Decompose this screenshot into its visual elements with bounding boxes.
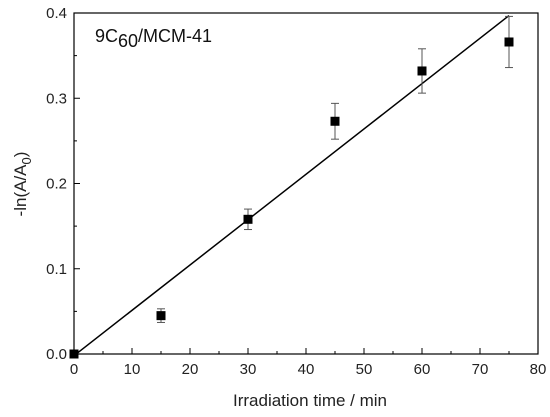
chart-annotation: 9C60/MCM-41: [95, 26, 212, 51]
y-tick-label: 0.2: [46, 176, 67, 193]
data-point: [243, 214, 253, 224]
y-tick-label: 0.1: [46, 261, 67, 278]
tick-marks: [73, 12, 539, 355]
data-points: [69, 37, 514, 359]
fit-line-group: [73, 14, 510, 357]
plot-frame: [73, 12, 539, 355]
x-axis-title: Irradiation time / min: [233, 391, 387, 410]
x-tick-label: 10: [124, 361, 141, 378]
data-point: [417, 66, 427, 76]
y-tick-label: 0.4: [46, 5, 67, 22]
data-point: [156, 311, 166, 321]
x-tick-label: 0: [70, 361, 78, 378]
x-tick-label: 40: [298, 361, 315, 378]
y-axis-title: -ln(A/A0): [11, 152, 34, 217]
data-point: [504, 37, 514, 47]
y-tick-label: 0.3: [46, 90, 67, 107]
x-tick-label: 80: [530, 361, 547, 378]
x-tick-label: 30: [240, 361, 257, 378]
x-tick-label: 50: [356, 361, 373, 378]
fit-line: [73, 14, 510, 357]
tick-labels: 0 10 20 30 40 50 60 70 80 0.0 0.1 0.2 0.3 0.4: [46, 5, 546, 378]
x-tick-label: 70: [472, 361, 489, 378]
y-tick-label: 0.0: [46, 346, 67, 363]
data-point: [330, 116, 340, 126]
x-tick-label: 20: [182, 361, 199, 378]
x-tick-label: 60: [414, 361, 431, 378]
error-bars: [157, 15, 513, 323]
